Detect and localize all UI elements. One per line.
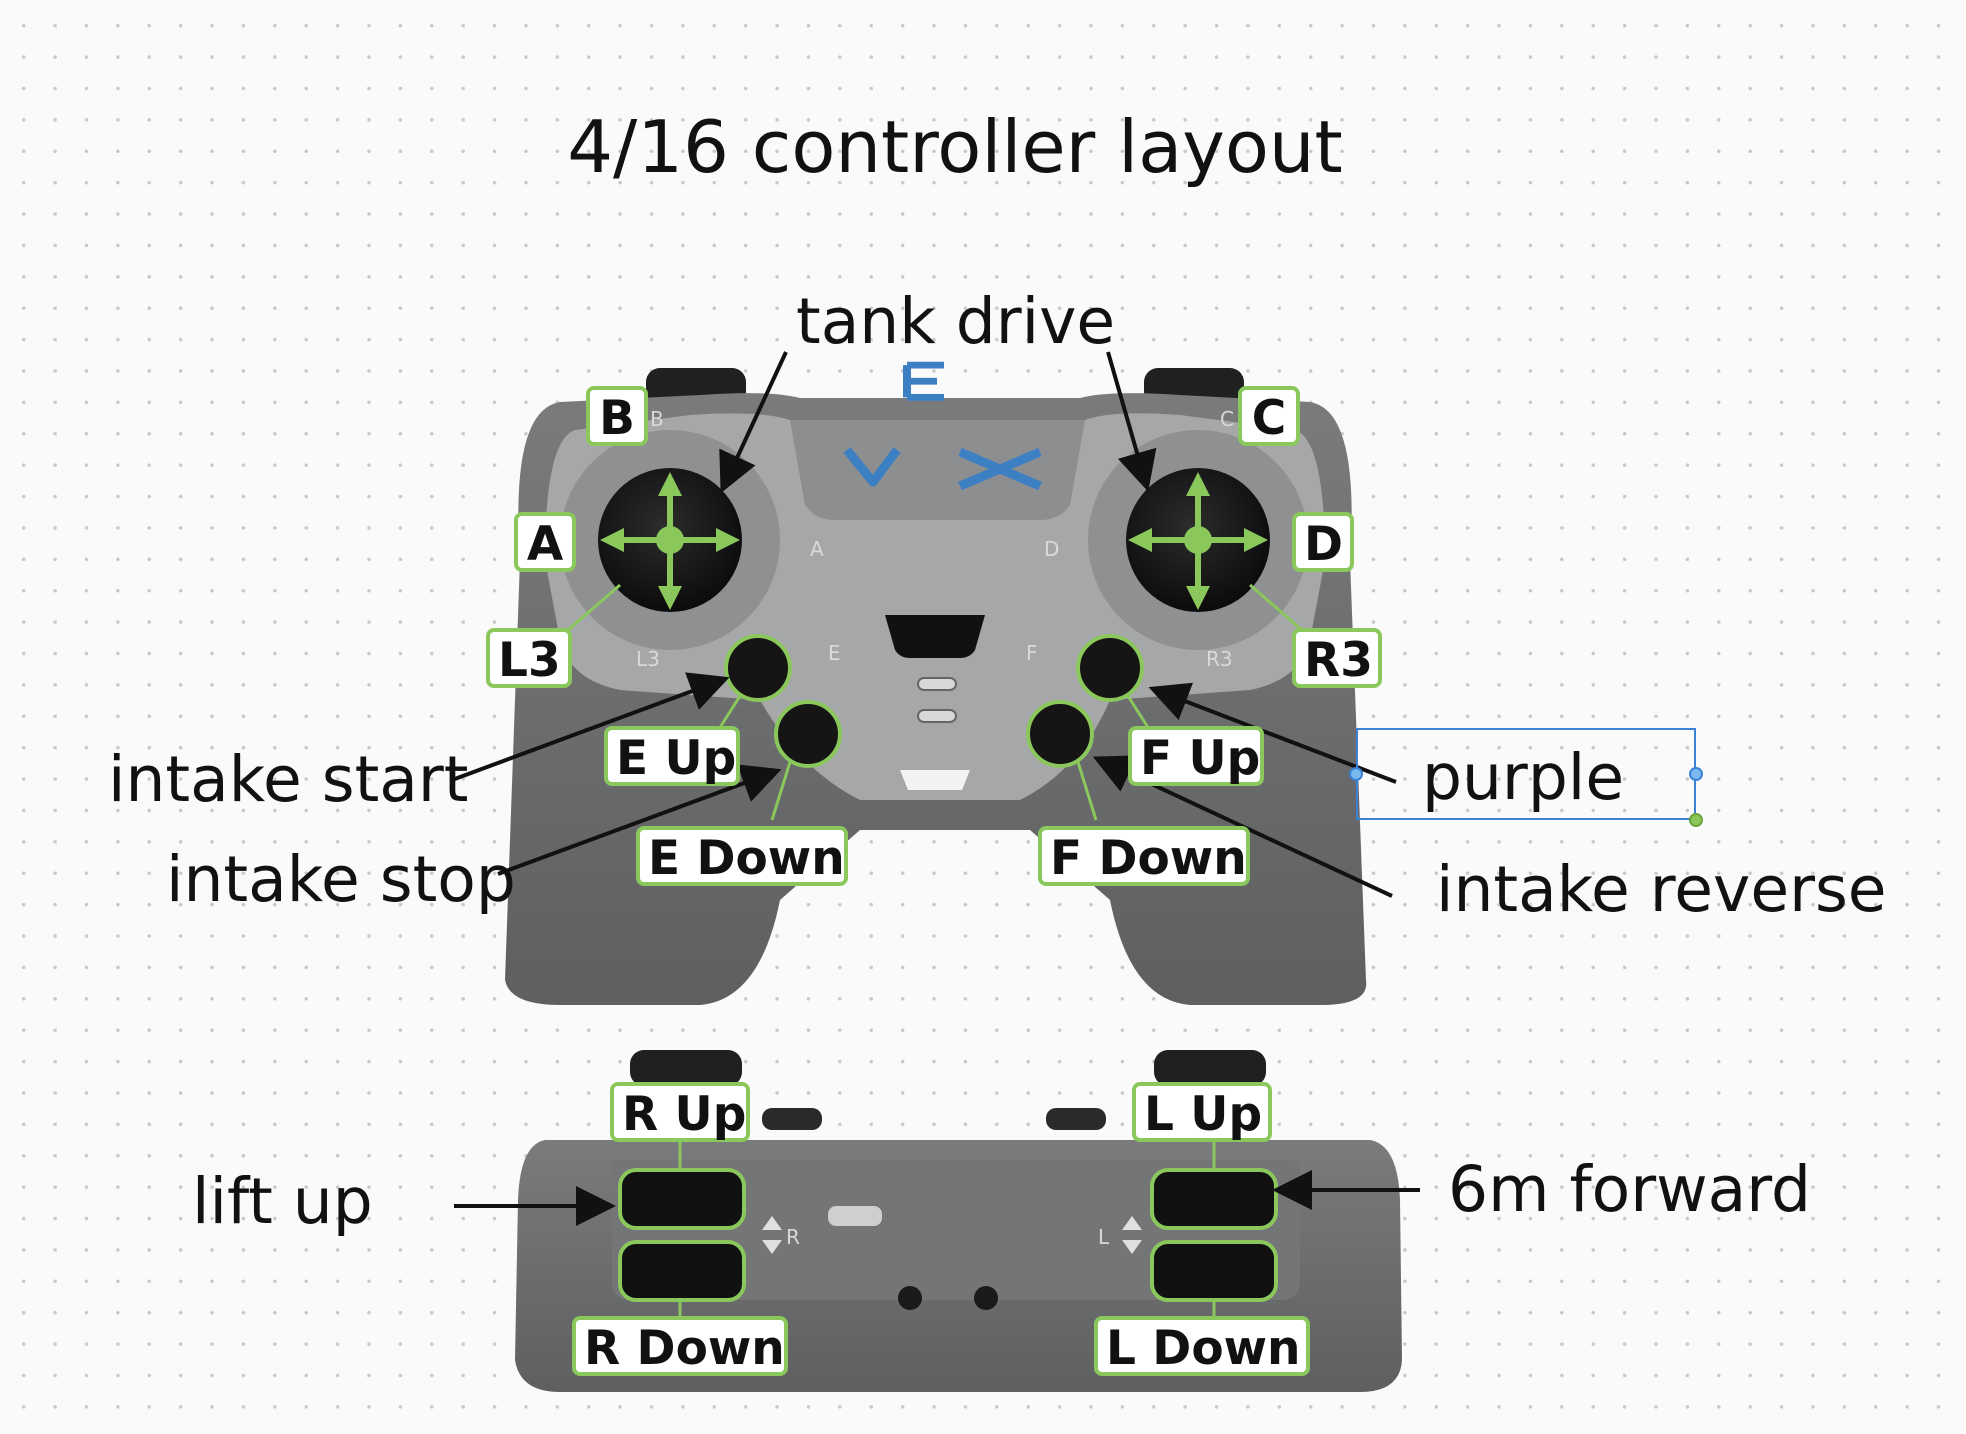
printed-mark-f: F xyxy=(1026,641,1038,665)
label-d: D xyxy=(1292,512,1354,572)
f-down-button xyxy=(1026,700,1094,768)
label-b: B xyxy=(586,386,648,446)
note-six-m-forward: 6m forward xyxy=(1448,1153,1812,1226)
r-updown-icon xyxy=(762,1216,782,1254)
label-c: C xyxy=(1238,386,1300,446)
audio-port-left xyxy=(898,1286,922,1310)
label-l-down: L Down xyxy=(1094,1316,1310,1376)
l-updown-icon xyxy=(1122,1216,1142,1254)
label-r-up: R Up xyxy=(610,1082,750,1142)
printed-mark-r: R xyxy=(786,1225,800,1249)
label-e-up: E Up xyxy=(604,726,740,786)
text-selection-box[interactable] xyxy=(1356,728,1696,820)
printed-mark-a: A xyxy=(810,537,824,561)
note-purple[interactable]: purple xyxy=(1422,741,1625,814)
bottom-port xyxy=(900,770,970,790)
usb-port xyxy=(828,1206,882,1226)
label-a: A xyxy=(514,512,576,572)
label-l3: L3 xyxy=(486,628,572,688)
printed-mark-l: L xyxy=(1098,1225,1110,1249)
printed-mark-l3: L3 xyxy=(636,647,660,671)
vex-logo xyxy=(843,361,1042,491)
note-tank-drive: tank drive xyxy=(796,285,1116,358)
left-stick-top xyxy=(1046,1108,1106,1130)
printed-mark-b: B xyxy=(650,407,664,431)
tank-drive-arrow-left xyxy=(719,351,788,494)
l-down-paddle xyxy=(1150,1240,1278,1302)
left-trigger-top xyxy=(1154,1050,1266,1086)
selection-handle-resize[interactable] xyxy=(1689,813,1703,827)
selection-handle-left[interactable] xyxy=(1349,767,1363,781)
printed-mark-d: D xyxy=(1044,537,1059,561)
logo-recess xyxy=(790,420,1085,520)
label-f-up: F Up xyxy=(1128,726,1264,786)
note-intake-reverse: intake reverse xyxy=(1436,853,1887,926)
e-down-button xyxy=(774,700,842,768)
l-up-paddle xyxy=(1150,1168,1278,1230)
right-stick-direction-marker xyxy=(1128,472,1268,610)
label-l-up: L Up xyxy=(1132,1082,1272,1142)
link-indicator xyxy=(917,709,957,723)
right-stick-top xyxy=(762,1108,822,1130)
label-e-down: E Down xyxy=(636,826,848,886)
printed-mark-e: E xyxy=(828,641,841,665)
power-indicator xyxy=(917,677,957,691)
e-up-button xyxy=(724,634,792,702)
audio-port-right xyxy=(974,1286,998,1310)
r-down-paddle xyxy=(618,1240,746,1302)
tank-drive-arrow-right xyxy=(1106,351,1157,492)
printed-mark-r3: R3 xyxy=(1206,647,1233,671)
r-up-paddle xyxy=(618,1168,746,1230)
controller-front xyxy=(505,361,1367,1006)
center-screen-slot xyxy=(885,615,985,658)
selection-handle-right[interactable] xyxy=(1689,767,1703,781)
right-trigger-top xyxy=(630,1050,742,1086)
controller-back-panel xyxy=(612,1160,1300,1300)
left-stick-direction-marker xyxy=(600,472,740,610)
intake-stop-arrow xyxy=(497,764,782,876)
label-r3: R3 xyxy=(1292,628,1382,688)
note-lift-up: lift up xyxy=(192,1165,373,1238)
f-up-button xyxy=(1076,634,1144,702)
label-f-down: F Down xyxy=(1038,826,1250,886)
intake-start-arrow xyxy=(451,672,730,782)
diagram-title: 4/16 controller layout xyxy=(567,105,1343,189)
note-intake-stop: intake stop xyxy=(166,843,516,916)
label-r-down: R Down xyxy=(572,1316,788,1376)
back-label-leaders xyxy=(678,1140,1216,1316)
note-intake-start: intake start xyxy=(108,743,469,816)
printed-mark-c: C xyxy=(1220,407,1234,431)
